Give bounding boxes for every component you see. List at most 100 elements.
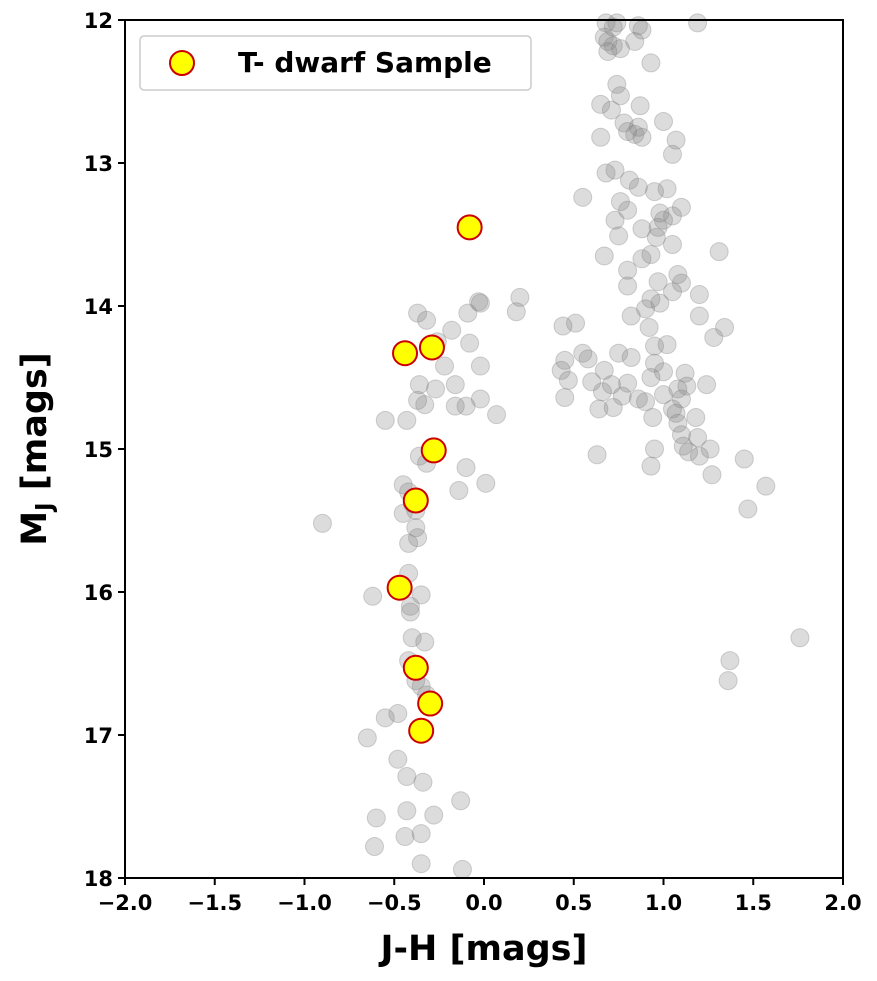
comparison-point-58 xyxy=(650,293,670,313)
comparison-point-62 xyxy=(510,287,530,307)
comparison-point-46 xyxy=(594,246,614,266)
comparison-point-16 xyxy=(601,100,621,120)
comparison-point-69 xyxy=(553,316,573,336)
y-axis-title-rest: [mags] xyxy=(15,352,55,502)
comparison-point-91 xyxy=(558,370,578,390)
comparison-point-116 xyxy=(662,399,682,419)
comparison-point-21 xyxy=(618,122,638,142)
x-tick-label: 0.5 xyxy=(555,891,592,915)
comparison-point-71 xyxy=(639,317,659,337)
comparison-point-172 xyxy=(451,791,471,811)
y-tick-label: 16 xyxy=(84,581,113,605)
comparison-point-60 xyxy=(470,293,490,313)
legend-label-sample: T- dwarf Sample xyxy=(238,46,492,79)
comparison-point-29 xyxy=(619,170,639,190)
comparison-point-98 xyxy=(697,375,717,395)
x-tick-label: 0.0 xyxy=(465,891,502,915)
comparison-point-149 xyxy=(312,513,332,533)
comparison-point-56 xyxy=(689,285,709,305)
comparison-point-129 xyxy=(700,439,720,459)
comparison-point-36 xyxy=(650,203,670,223)
comparison-point-118 xyxy=(686,408,706,428)
comparison-point-75 xyxy=(645,336,665,356)
comparison-point-89 xyxy=(470,356,490,376)
comparison-point-111 xyxy=(445,396,465,416)
comparison-point-34 xyxy=(610,192,630,212)
legend: T- dwarf Sample xyxy=(139,35,532,91)
comparison-point-72 xyxy=(715,317,735,337)
comparison-point-11 xyxy=(598,41,618,61)
y-axis-title: MJ [mags] xyxy=(15,352,58,546)
comparison-point-87 xyxy=(675,363,695,383)
comparison-point-35 xyxy=(618,200,638,220)
comparison-point-22 xyxy=(591,127,611,147)
comparison-point-88 xyxy=(435,356,455,376)
comparison-point-113 xyxy=(470,389,490,409)
comparison-point-175 xyxy=(366,808,386,828)
comparison-point-27 xyxy=(596,163,616,183)
comparison-point-162 xyxy=(720,651,740,671)
comparison-point-83 xyxy=(578,349,598,369)
comparison-point-137 xyxy=(756,476,776,496)
comparison-point-59 xyxy=(636,299,656,319)
comparison-point-80 xyxy=(460,333,480,353)
sample-point-0 xyxy=(456,214,483,241)
comparison-point-23 xyxy=(625,124,645,144)
comparison-point-178 xyxy=(365,837,385,857)
y-tick-label: 12 xyxy=(84,9,113,33)
y-tick-label: 18 xyxy=(84,867,113,891)
comparison-point-163 xyxy=(718,671,738,691)
sample-point-1 xyxy=(392,340,419,367)
comparison-point-92 xyxy=(582,372,602,392)
comparison-point-9 xyxy=(610,39,630,59)
comparison-point-15 xyxy=(591,94,611,114)
comparison-point-105 xyxy=(628,389,648,409)
comparison-point-10 xyxy=(625,31,645,51)
comparison-point-112 xyxy=(456,396,476,416)
comparison-point-156 xyxy=(402,628,422,648)
comparison-point-174 xyxy=(424,805,444,825)
comparison-point-154 xyxy=(400,596,420,616)
comparison-point-78 xyxy=(609,343,629,363)
comparison-point-32 xyxy=(657,179,677,199)
comparison-point-135 xyxy=(702,465,722,485)
comparison-point-138 xyxy=(456,458,476,478)
comparison-point-114 xyxy=(589,399,609,419)
sample-point-4 xyxy=(402,487,429,514)
comparison-point-43 xyxy=(646,227,666,247)
comparison-point-42 xyxy=(654,210,673,230)
comparison-point-3 xyxy=(628,16,648,36)
comparison-point-77 xyxy=(573,343,593,363)
y-tick-label: 15 xyxy=(84,438,113,462)
comparison-point-17 xyxy=(630,96,650,116)
comparison-point-123 xyxy=(487,405,507,425)
comparison-point-12 xyxy=(641,53,661,73)
comparison-point-107 xyxy=(654,385,673,405)
comparison-point-117 xyxy=(666,403,686,423)
comparison-point-2 xyxy=(607,13,627,33)
comparison-point-179 xyxy=(411,854,431,874)
comparison-point-130 xyxy=(689,446,709,466)
comparison-point-20 xyxy=(628,117,648,137)
y-axis-title-subscript: J xyxy=(32,502,58,513)
comparison-point-74 xyxy=(442,320,462,340)
comparison-point-24 xyxy=(632,127,652,147)
comparison-point-44 xyxy=(609,226,629,246)
comparison-point-39 xyxy=(605,210,625,230)
comparison-point-150 xyxy=(738,499,758,519)
comparison-point-155 xyxy=(400,602,420,622)
comparison-point-180 xyxy=(452,859,472,879)
comparison-point-41 xyxy=(648,217,668,237)
comparison-point-103 xyxy=(592,382,612,402)
comparison-point-126 xyxy=(673,436,693,456)
comparison-point-93 xyxy=(601,375,621,395)
comparison-point-166 xyxy=(388,704,408,724)
comparison-point-102 xyxy=(555,388,575,408)
comparison-point-13 xyxy=(607,74,627,94)
comparison-point-120 xyxy=(668,413,688,433)
comparison-point-49 xyxy=(709,242,729,262)
comparison-point-47 xyxy=(632,249,652,269)
comparison-point-51 xyxy=(668,265,688,285)
comparison-point-33 xyxy=(573,187,593,207)
comparison-point-38 xyxy=(662,206,682,226)
